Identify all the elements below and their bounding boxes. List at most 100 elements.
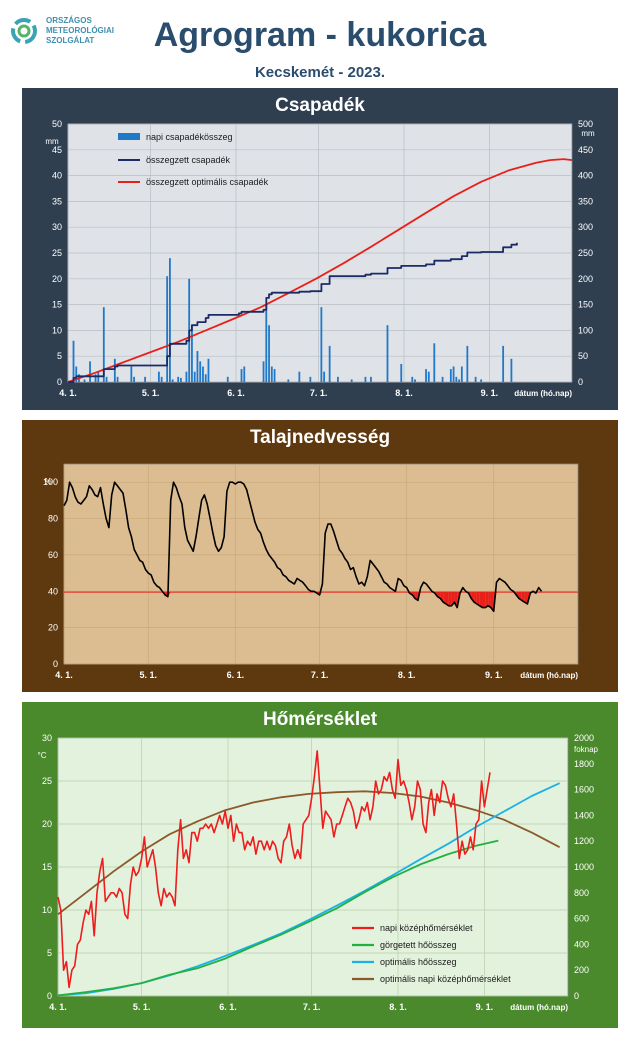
soil-moisture-chart: 0 20 40 60 80 100 4. 1. 5. 1. 6. 1. 7. 1. 8. 1. 9. … (43, 463, 579, 680)
y-tick-label: 10 (52, 325, 62, 335)
temperature-chart: 0 5 10 15 20 25 30 4. 1. 5. 1. 6. 1. 7. 1. 8. 1. 9. … (38, 733, 599, 1012)
legend-label: optimális hőösszeg (380, 957, 457, 967)
x-tick-label: 5. 1. (140, 670, 158, 680)
y2-tick-label: 100 (578, 325, 593, 335)
y-tick-label: 80 (48, 514, 58, 524)
y-tick-label: 5 (47, 948, 52, 958)
x-tick-label: 8. 1. (389, 1002, 407, 1012)
precipitation-title: Csapadék (275, 95, 365, 116)
x-tick-label: 8. 1. (395, 388, 413, 398)
plot-area (63, 463, 579, 665)
precip-bar (425, 369, 427, 382)
precip-bar (180, 377, 182, 382)
y2-tick-label: 450 (578, 145, 593, 155)
precip-bar (75, 366, 78, 382)
y2-tick-label: 1800 (574, 759, 594, 769)
precip-bar (298, 371, 301, 382)
precip-bar (193, 371, 196, 382)
y-tick-label: 10 (42, 905, 52, 915)
precip-bar (400, 363, 403, 382)
deficit-area (490, 592, 494, 612)
x-tick-label: 7. 1. (311, 670, 329, 680)
y2-tick-label: 500 (578, 119, 593, 129)
precip-bar (166, 276, 169, 382)
deficit-area (445, 592, 449, 606)
y2-tick-label: 1400 (574, 810, 594, 820)
page-title: Agrogram - kukorica (153, 16, 487, 54)
y-tick-label: 30 (42, 733, 52, 743)
y-tick-label: 30 (52, 222, 62, 232)
legend-label: összegzett csapadék (146, 155, 231, 165)
precip-bar (185, 371, 188, 382)
deficit-area (524, 592, 528, 604)
precip-bar (268, 325, 270, 382)
soil-moisture-panel: 0 20 40 60 80 100 4. 1. 5. 1. 6. 1. 7. 1. 8. 1. 9. … (22, 420, 618, 692)
logo-text: ORSZÁGOS METEOROLÓGIAI SZOLGÁLAT (46, 16, 114, 46)
precip-bar (466, 345, 469, 382)
x-tick-label: 7. 1. (310, 388, 328, 398)
y2-tick-label: 50 (578, 351, 588, 361)
precip-bar (273, 369, 276, 382)
y-tick-label: 45 (52, 145, 62, 155)
precip-bar (265, 304, 268, 382)
y-axis-unit: mm (45, 137, 59, 146)
y2-axis-unit: foknap (574, 745, 599, 754)
y2-tick-label: 300 (578, 222, 593, 232)
y2-tick-label: 0 (578, 377, 583, 387)
y-tick-label: 40 (52, 171, 62, 181)
y2-tick-label: 600 (574, 914, 589, 924)
precip-bar (262, 361, 265, 382)
precip-bar (204, 374, 207, 382)
y2-tick-label: 800 (574, 888, 589, 898)
precip-bar (414, 379, 416, 382)
precip-bar (350, 379, 353, 382)
y2-tick-label: 1600 (574, 785, 594, 795)
y-axis-unit: % (44, 477, 51, 486)
cumulative-precip-line (68, 242, 518, 383)
deficit-area (488, 592, 491, 608)
legend-label: napi csapadékösszeg (146, 132, 233, 142)
deficit-area (521, 592, 525, 603)
y-tick-label: 35 (52, 196, 62, 206)
y2-tick-label: 400 (578, 171, 593, 181)
x-tick-label: 9. 1. (481, 388, 499, 398)
precip-bar (144, 376, 147, 382)
precip-bar (202, 366, 204, 382)
deficit-area (471, 592, 475, 603)
deficit-area (479, 592, 483, 608)
page-subtitle: Kecskemét - 2023. (254, 64, 386, 81)
y2-tick-label: 400 (574, 939, 589, 949)
precip-bar (94, 374, 97, 382)
optimal-daily-temp-line (57, 790, 561, 916)
x-axis-label: dátum (hó.nap) (520, 671, 578, 680)
precipitation-chart: 0 5 10 15 20 25 30 35 40 45 50 4. 1. 5. 1. 6. 1. 7. 1.… (45, 119, 595, 398)
precip-bar (196, 351, 199, 382)
precip-bar (337, 376, 339, 382)
y2-tick-label: 200 (574, 965, 589, 975)
precip-bar (323, 371, 326, 382)
y2-axis-unit: mm (581, 129, 595, 138)
precip-bar (458, 379, 460, 382)
x-tick-label: 4. 1. (55, 670, 73, 680)
y-tick-label: 25 (52, 248, 62, 258)
precip-bar (130, 366, 133, 382)
precip-bar (433, 343, 436, 382)
precip-bar (89, 361, 91, 382)
deficit-area (482, 592, 486, 608)
x-tick-label: 6. 1. (227, 670, 245, 680)
precip-bar (226, 376, 229, 382)
logo-line-1: ORSZÁGOS (46, 16, 92, 25)
y-tick-label: 0 (57, 377, 62, 387)
precip-bar (83, 379, 86, 382)
precip-bar (199, 361, 202, 382)
precip-bar (240, 369, 243, 382)
precip-bar (102, 307, 105, 382)
legend-swatch-daily (118, 133, 140, 140)
logo-line-2: METEOROLÓGIAI (46, 26, 114, 35)
precip-bar (169, 258, 171, 382)
legend-label: napi középhőmérséklet (380, 923, 473, 933)
y-tick-label: 40 (48, 586, 58, 596)
precip-bar (460, 366, 463, 382)
deficit-area (474, 592, 477, 604)
precip-bar (441, 376, 444, 382)
